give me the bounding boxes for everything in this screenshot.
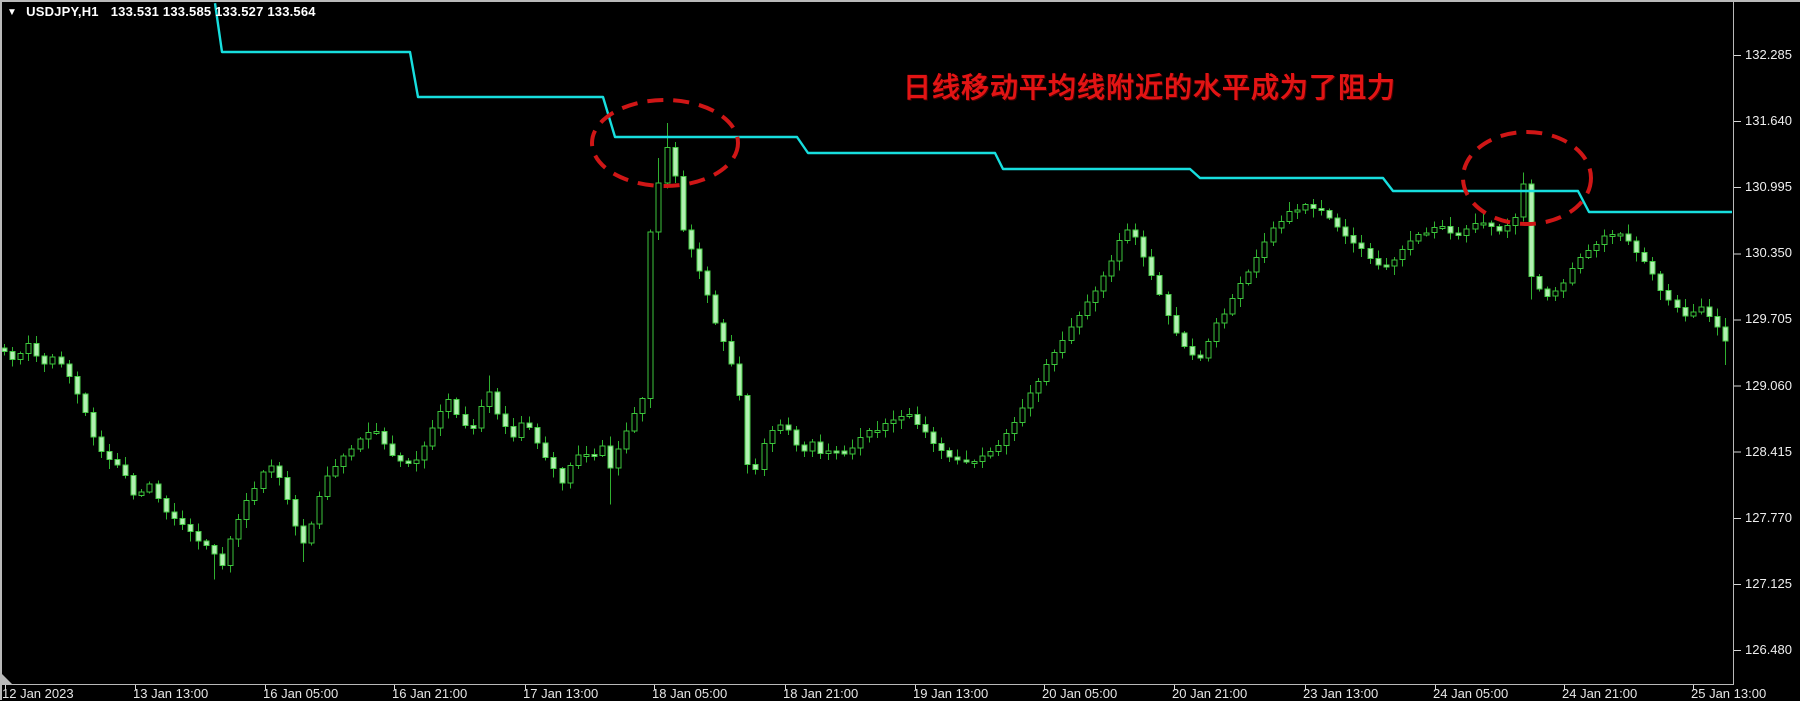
time-axis-label: 16 Jan 21:00 [392, 686, 468, 701]
ohlc-readout: 133.531 133.585 133.527 133.564 [110, 4, 316, 19]
time-axis-label: 13 Jan 13:00 [133, 686, 209, 701]
time-axis-label: 17 Jan 13:00 [523, 686, 599, 701]
price-axis-label: 129.060 [1745, 377, 1792, 393]
time-axis-label: 19 Jan 13:00 [913, 686, 989, 701]
price-axis-label: 127.125 [1745, 575, 1792, 591]
ma-line [213, 3, 1732, 214]
time-axis-label: 24 Jan 05:00 [1433, 686, 1509, 701]
price-axis-label: 129.705 [1745, 311, 1792, 327]
symbol-period-label: USDJPY,H1 [26, 4, 99, 19]
time-axis-label: 12 Jan 2023 [2, 686, 74, 701]
time-axis-label: 16 Jan 05:00 [263, 686, 339, 701]
price-axis-label: 127.770 [1745, 509, 1792, 525]
time-axis-label: 24 Jan 21:00 [1562, 686, 1638, 701]
price-axis-label: 130.995 [1745, 179, 1792, 195]
price-axis-label: 130.350 [1745, 245, 1792, 261]
price-axis-label: 132.285 [1745, 47, 1792, 62]
highlight-ellipse [590, 98, 740, 188]
time-axis-label: 20 Jan 05:00 [1042, 686, 1118, 701]
price-axis-label: 126.480 [1745, 641, 1792, 657]
time-axis-label: 18 Jan 05:00 [652, 686, 728, 701]
chart-title-bar: ▼ USDJPY,H1 133.531 133.585 133.527 133.56… [7, 4, 316, 19]
time-axis-label: 20 Jan 21:00 [1172, 686, 1248, 701]
time-axis-label: 23 Jan 13:00 [1303, 686, 1379, 701]
price-axis-label: 128.415 [1745, 443, 1792, 459]
time-axis-label: 18 Jan 21:00 [783, 686, 859, 701]
collapse-triangle-icon[interactable]: ▼ [7, 7, 18, 18]
highlight-ellipse [1461, 130, 1593, 226]
price-axis-label: 131.640 [1745, 113, 1792, 129]
corner-marker-icon [2, 674, 12, 684]
time-axis-label: 25 Jan 13:00 [1691, 686, 1767, 701]
time-axis[interactable]: 12 Jan 2023 13 Jan 13:00 16 Jan 05:00 16 Ja… [0, 686, 1800, 701]
annotation-text: 日线移动平均线附近的水平成为了阻力 [903, 73, 1397, 104]
price-axis[interactable]: 132.285 131.640 130.995 130.350 129.705 129.0… [1734, 0, 1800, 684]
